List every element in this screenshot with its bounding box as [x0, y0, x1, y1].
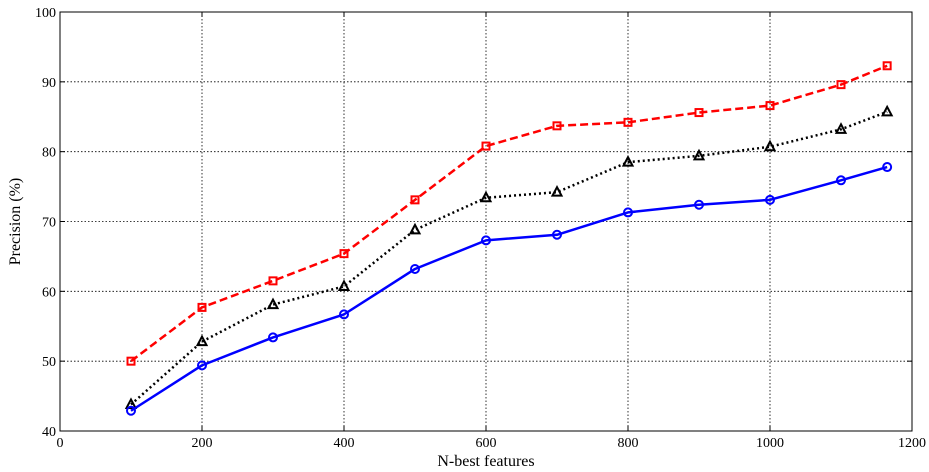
y-tick-label: 80 — [42, 146, 56, 161]
plot-frame — [59, 11, 913, 432]
data-point-square — [836, 80, 846, 90]
data-point-square — [126, 356, 136, 366]
series-triangle — [124, 104, 894, 409]
data-point-triangle — [763, 139, 777, 152]
data-point-circle — [694, 199, 704, 210]
data-point-square — [339, 249, 349, 259]
data-point-triangle — [621, 155, 635, 167]
data-point-circle — [481, 235, 491, 246]
data-point-triangle — [692, 148, 706, 161]
data-point-circle — [836, 175, 846, 186]
data-point-circle — [623, 207, 633, 218]
data-point-circle — [410, 263, 420, 274]
series-circle — [126, 162, 893, 416]
x-tick-label: 0 — [57, 436, 64, 451]
data-point-triangle — [266, 297, 280, 310]
series-line — [130, 165, 888, 412]
series-line — [130, 110, 888, 406]
y-tick-label: 70 — [42, 216, 56, 231]
y-tick-label: 40 — [42, 425, 56, 440]
data-point-triangle — [550, 185, 564, 197]
y-tick-label: 60 — [42, 285, 56, 300]
data-point-triangle — [834, 122, 848, 134]
data-point-circle — [197, 360, 207, 371]
data-point-triangle — [880, 104, 894, 117]
data-point-circle — [126, 405, 136, 416]
data-point-square — [268, 276, 278, 286]
x-tick-label: 600 — [476, 436, 497, 451]
data-point-square — [197, 302, 207, 312]
x-tick-label: 1000 — [756, 436, 784, 451]
series-square — [126, 61, 892, 366]
grid-lines — [60, 12, 912, 431]
x-tick-label: 200 — [192, 436, 213, 451]
data-point-circle — [882, 162, 893, 173]
x-tick-label: 1200 — [898, 436, 926, 451]
y-tick-label: 100 — [35, 6, 56, 21]
data-point-square — [552, 121, 562, 131]
data-point-circle — [765, 194, 775, 205]
x-axis-label: N-best features — [437, 453, 534, 470]
y-axis-label: Precision (%) — [7, 178, 24, 266]
data-point-square — [481, 141, 491, 151]
data-point-circle — [339, 309, 349, 320]
data-point-square — [882, 61, 892, 71]
data-point-triangle — [195, 334, 209, 347]
x-tick-label: 400 — [334, 436, 355, 451]
series-line — [130, 64, 888, 363]
axis-ticks: 0 200 400 600 800 1000 1200 40 50 60 70 80 90 100 — [35, 6, 926, 451]
data-point-square — [410, 195, 420, 205]
series-layer — [124, 61, 894, 416]
data-point-square — [623, 117, 633, 127]
data-point-triangle — [337, 279, 351, 291]
data-point-square — [694, 108, 704, 118]
data-point-circle — [552, 229, 562, 240]
data-point-triangle — [479, 190, 493, 203]
data-point-triangle — [408, 222, 422, 235]
data-point-circle — [268, 332, 278, 343]
data-point-triangle — [124, 397, 138, 409]
data-point-square — [765, 101, 775, 111]
y-tick-label: 90 — [42, 76, 56, 91]
y-tick-label: 50 — [42, 355, 56, 370]
x-tick-label: 800 — [618, 436, 639, 451]
